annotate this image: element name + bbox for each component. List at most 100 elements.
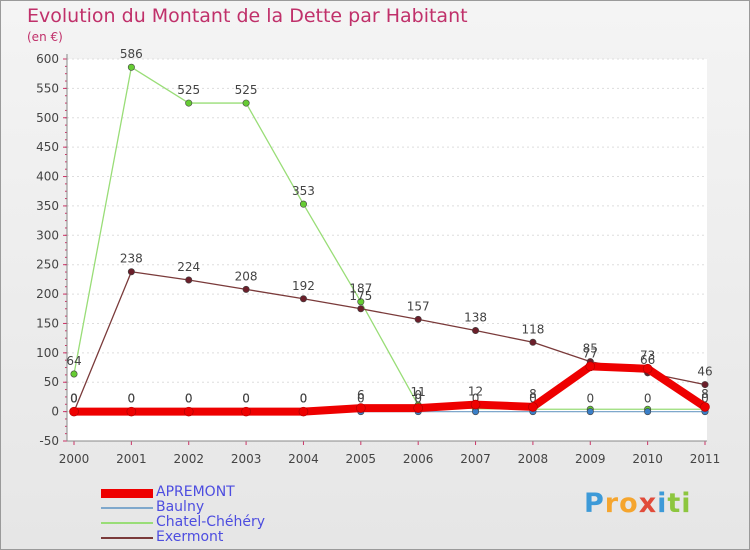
data-point-exermont	[701, 381, 709, 389]
data-label-apremont: 73	[640, 349, 655, 363]
x-tick-label: 2007	[460, 452, 491, 466]
legend-label-baulny: Baulny	[156, 499, 205, 515]
proxiti-logo[interactable]: Proxiti	[584, 488, 692, 519]
data-label-apremont: 0	[70, 392, 78, 406]
logo-letter: r	[604, 488, 620, 519]
x-tick-label: 2009	[575, 452, 606, 466]
data-point-apremont	[126, 406, 137, 417]
data-point-apremont	[413, 403, 423, 413]
legend-swatch-apremont	[101, 489, 153, 498]
y-tick-label: 0	[51, 405, 59, 419]
data-label-exermont: 46	[697, 365, 712, 379]
data-point-chatel-ch-h-ry	[299, 200, 307, 208]
y-tick-label: 150	[36, 316, 59, 330]
data-label-baulny: 0	[185, 392, 193, 406]
legend-label-exermont: Exermont	[156, 529, 224, 545]
data-label-apremont: 12	[468, 385, 483, 399]
data-label-apremont: 0	[242, 392, 250, 406]
data-point-exermont	[529, 338, 537, 346]
data-point-chatel-ch-h-ry	[242, 99, 250, 107]
x-tick-label: 2001	[116, 452, 147, 466]
x-tick-label: 2005	[346, 452, 377, 466]
y-tick-label: 200	[36, 287, 59, 301]
data-point-apremont	[585, 361, 596, 372]
data-point-exermont	[299, 295, 307, 303]
data-point-apremont	[298, 406, 309, 417]
y-tick-label: 600	[36, 52, 59, 66]
data-point-chatel-ch-h-ry	[70, 370, 78, 378]
y-tick-label: -50	[39, 434, 59, 448]
series-line-chatel-ch-h-ry	[73, 66, 705, 410]
unit-label: (en €)	[27, 30, 63, 44]
chart-title: Evolution du Montant de la Dette par Hab…	[27, 5, 468, 27]
data-label-exermont: 157	[407, 299, 430, 313]
data-label-apremont: 0	[128, 392, 136, 406]
data-label-chatel-ch-h-ry: 525	[235, 83, 258, 97]
data-point-baulny	[472, 408, 480, 416]
data-label-apremont: 0	[185, 392, 193, 406]
x-tick-label: 2003	[231, 452, 262, 466]
data-label-apremont: 77	[583, 346, 598, 360]
data-label-apremont: 6	[357, 388, 365, 402]
data-label-baulny: 0	[300, 392, 308, 406]
data-point-chatel-ch-h-ry	[357, 298, 365, 306]
data-point-exermont	[127, 268, 135, 276]
legend-swatch-baulny	[101, 507, 153, 509]
y-tick-label: 450	[36, 140, 59, 154]
legend-label-chatel-chehery: Chatel-Chéhéry	[156, 514, 266, 530]
data-label-baulny: 0	[70, 392, 78, 406]
data-point-chatel-ch-h-ry	[185, 99, 193, 107]
y-tick-label: 250	[36, 258, 59, 272]
data-label-exermont: 66	[640, 353, 655, 367]
y-tick-label: 350	[36, 199, 59, 213]
data-label-apremont: 0	[300, 392, 308, 406]
data-label-apremont: 8	[701, 387, 709, 401]
data-label-baulny: 0	[529, 392, 537, 406]
legend-label-apremont: APREMONT	[156, 484, 235, 500]
y-tick-label: 400	[36, 170, 59, 184]
data-label-chatel-ch-h-ry: 64	[66, 354, 81, 368]
data-label-chatel-ch-h-ry: 525	[177, 83, 200, 97]
data-point-exermont	[414, 315, 422, 323]
data-label-exermont: 118	[521, 322, 544, 336]
data-label-chatel-ch-h-ry: 586	[120, 47, 143, 61]
data-label-baulny: 0	[128, 392, 136, 406]
data-label-baulny: 0	[644, 392, 652, 406]
legend-swatch-chatel-chehery	[101, 522, 153, 524]
data-label-baulny: 0	[414, 392, 422, 406]
logo-letter: t	[667, 488, 682, 519]
data-point-chatel-ch-h-ry	[127, 63, 135, 71]
data-point-exermont	[185, 276, 193, 284]
data-point-exermont	[242, 285, 250, 293]
x-tick-label: 2006	[403, 452, 434, 466]
logo-letter: i	[657, 488, 668, 519]
data-label-exermont: 238	[120, 252, 143, 266]
data-point-exermont	[357, 305, 365, 313]
x-tick-label: 2010	[632, 452, 663, 466]
plot-area	[67, 59, 707, 441]
data-label-exermont: 175	[349, 289, 372, 303]
y-tick-label: 500	[36, 111, 59, 125]
data-point-apremont	[700, 402, 710, 412]
legend-swatch-exermont	[101, 537, 153, 539]
data-label-exermont: 224	[177, 260, 200, 274]
data-point-apremont	[470, 399, 481, 410]
y-tick-label: 50	[44, 375, 59, 389]
data-label-baulny: 0	[357, 392, 365, 406]
x-tick-label: 2004	[288, 452, 319, 466]
data-point-apremont	[241, 406, 251, 417]
logo-letter: x	[638, 488, 658, 519]
x-tick-label: 2000	[59, 452, 90, 466]
y-tick-label: 550	[36, 81, 59, 95]
data-label-chatel-ch-h-ry: 353	[292, 184, 315, 198]
data-label-apremont: 0	[414, 388, 422, 402]
data-point-apremont	[356, 403, 366, 413]
data-label-baulny: 0	[701, 392, 709, 406]
data-label-exermont: 85	[583, 342, 598, 356]
y-tick-label: 300	[36, 228, 59, 242]
logo-letter: o	[619, 488, 639, 519]
data-label-exermont: 0	[70, 392, 78, 406]
data-point-apremont	[183, 406, 194, 417]
